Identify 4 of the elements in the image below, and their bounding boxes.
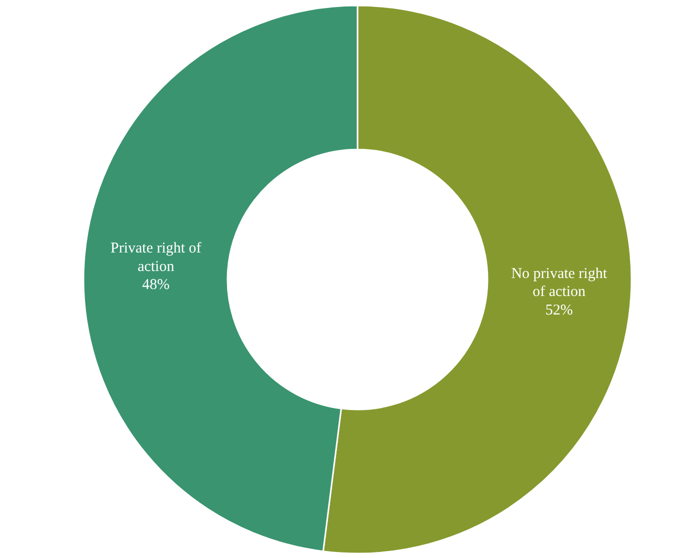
data-label: 48% [142, 277, 170, 294]
slice-label: Private right of action [110, 240, 202, 275]
slice-label: No private right of action [511, 266, 608, 300]
data-label: 52% [545, 302, 573, 319]
